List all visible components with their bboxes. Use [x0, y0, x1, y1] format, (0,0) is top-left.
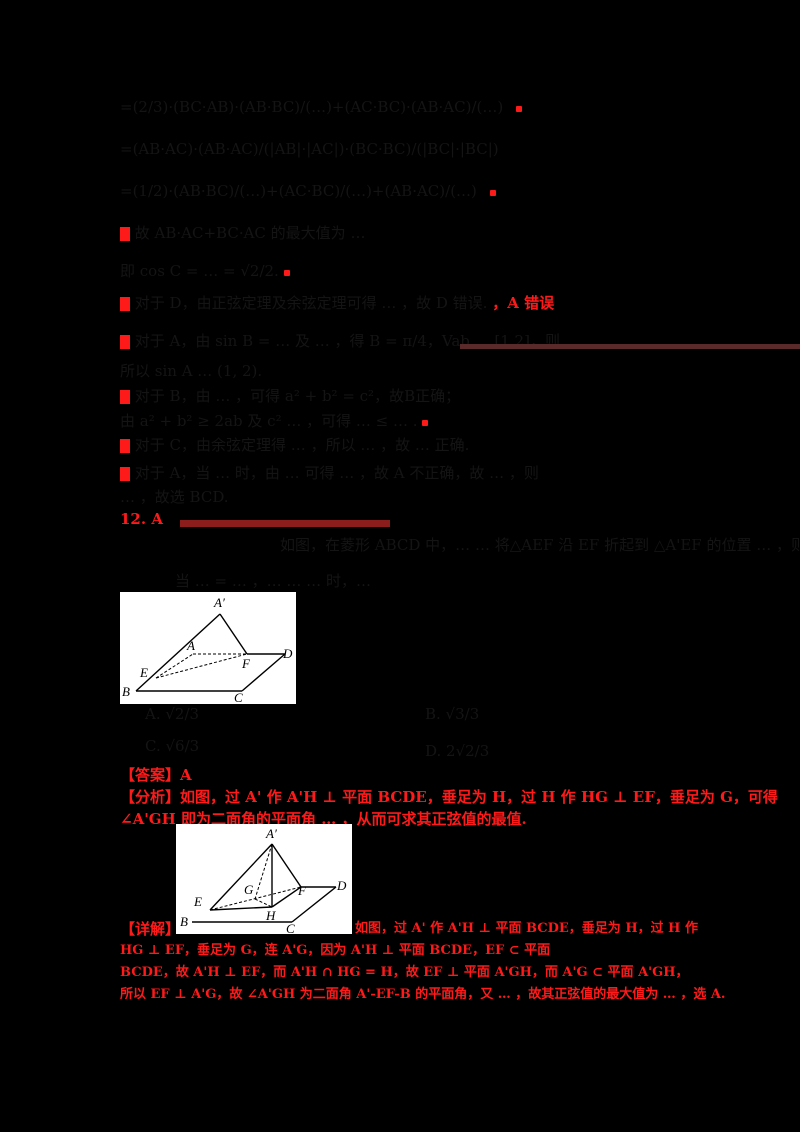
label-h: H	[265, 908, 276, 923]
label-g: G	[244, 882, 254, 897]
red-mark	[422, 420, 429, 426]
formula-text: =(AB·AC)·(AB·AC)/(|AB|·|AC|)·(BC·BC)/(|B…	[120, 140, 499, 158]
red-mark	[516, 106, 522, 112]
label-c: C	[286, 921, 295, 934]
formula-line-1: =(2/3)·(BC·AB)·(AB·BC)/(…)+(AC·BC)·(AB·A…	[120, 96, 522, 118]
text: 对于 B，由 … ，可得 a² + b² = c²，故B正确；	[134, 387, 461, 405]
label-f: F	[241, 656, 251, 671]
label-e: E	[139, 665, 148, 680]
analysis-line-1: 【分析】如图，过 A' 作 A'H ⊥ 平面 BCDE，垂足为 H，过 H 作 …	[120, 786, 778, 808]
text: 如图，过 A' 作 A'H ⊥ 平面 BCDE，垂足为 H，过 H 作	[355, 921, 698, 936]
label-d: D	[336, 878, 347, 893]
label-f: F	[297, 883, 307, 898]
highlight-bar	[460, 344, 800, 349]
text: C. √6/3	[145, 737, 200, 755]
text-line-4: 故 AB·AC+BC·AC 的最大值为 …	[120, 222, 365, 244]
question-line-2: 当 … = … ，… … … 时，…	[175, 570, 371, 592]
red-mark	[120, 467, 130, 481]
text: B. √3/3	[425, 705, 480, 723]
highlight-bar	[180, 520, 390, 527]
formula-line-3: =(1/2)·(AB·BC)/(…)+(AC·BC)/(…)+(AB·AC)/(…	[120, 180, 496, 202]
text: 即 cos C = … = √2/2.	[120, 262, 279, 280]
solution-label: 【详解】	[120, 918, 180, 940]
text: 对于 C，由余弦定理得 … ，所以 … ，故 … 正确.	[134, 436, 470, 454]
text: 如图，过 A' 作 A'H ⊥ 平面 BCDE，垂足为 H，过 H 作 HG ⊥…	[180, 788, 778, 806]
option-a: A. √2/3	[145, 703, 199, 725]
text-line-13: … ，故选 BCD.	[120, 486, 229, 508]
text: HG ⊥ EF，垂足为 G，连 A'G，因为 A'H ⊥ 平面 BCDE，EF …	[120, 943, 551, 958]
label-c: C	[234, 690, 243, 704]
text-line-8: 所以 sin A … (1, 2).	[120, 360, 262, 382]
solution-line-1: 如图，过 A' 作 A'H ⊥ 平面 BCDE，垂足为 H，过 H 作	[355, 918, 698, 940]
text-line-12: 对于 A，当 … 时，由 … 可得 … ，故 A 不正确，故 … ，则	[120, 462, 539, 484]
text: 所以 EF ⊥ A'G，故 ∠A'GH 为二面角 A'-EF-B 的平面角，又 …	[120, 987, 726, 1002]
text: D. 2√2/3	[425, 742, 490, 760]
text-line-11: 对于 C，由余弦定理得 … ，所以 … ，故 … 正确.	[120, 434, 469, 456]
text: 对于 A，当 … 时，由 … 可得 … ，故 A 不正确，故 … ，则	[134, 464, 539, 482]
red-mark	[120, 297, 130, 311]
text: BCDE，故 A'H ⊥ EF，而 A'H ∩ HG = H，故 EF ⊥ 平面…	[120, 965, 689, 980]
label-a: A	[186, 638, 195, 653]
text-line-9: 对于 B，由 … ，可得 a² + b² = c²，故B正确；	[120, 385, 460, 407]
text: 【分析】	[120, 788, 181, 806]
answer-label: 【答案】A	[120, 764, 192, 786]
text: 故 AB·AC+BC·AC 的最大值为 …	[134, 224, 366, 242]
label-d: D	[282, 646, 293, 661]
formula-line-2: =(AB·AC)·(AB·AC)/(|AB|·|AC|)·(BC·BC)/(|B…	[120, 138, 499, 160]
analysis-line-2: ∠A'GH 即为二面角的平面角 … ，从而可求其正弦值的最值.	[120, 808, 527, 830]
label-b: B	[122, 684, 130, 699]
solution-line-3: BCDE，故 A'H ⊥ EF，而 A'H ∩ HG = H，故 EF ⊥ 平面…	[120, 962, 689, 984]
text-line-10: 由 a² + b² ≥ 2ab 及 c² … ，可得 … ≤ … .	[120, 410, 429, 432]
text-line-6: 对于 D，由正弦定理及余弦定理可得 … ，故 D 错误. ，A 错误	[120, 292, 554, 314]
label-b: B	[180, 914, 188, 929]
red-mark	[120, 335, 130, 349]
text-line-5: 即 cos C = … = √2/2.	[120, 260, 290, 282]
text: … ，故选 BCD.	[120, 488, 229, 506]
label-a-prime: A′	[213, 595, 225, 610]
text: ∠A'GH 即为二面角的平面角 … ，从而可求其正弦值的最值.	[120, 810, 527, 828]
question-line-1: 如图，在菱形 ABCD 中，… … 将△AEF 沿 EF 折起到 △A'EF 的…	[280, 534, 800, 556]
solution-line-2: HG ⊥ EF，垂足为 G，连 A'G，因为 A'H ⊥ 平面 BCDE，EF …	[120, 940, 550, 962]
question-number: 12. A	[120, 508, 163, 530]
text: 【详解】	[120, 920, 181, 938]
red-mark	[120, 227, 130, 241]
figure-folded-rhombus: A′ A E F D B C	[120, 592, 296, 704]
solution-line-4: 所以 EF ⊥ A'G，故 ∠A'GH 为二面角 A'-EF-B 的平面角，又 …	[120, 984, 725, 1006]
text: A. √2/3	[145, 705, 200, 723]
red-mark	[120, 390, 130, 404]
label-a-prime: A′	[265, 826, 277, 841]
text: 当 … = … ，… … … 时，…	[175, 572, 371, 590]
red-text: ，A 错误	[492, 294, 555, 312]
figure-dihedral-angle: A′ G E F D H B C	[176, 824, 352, 934]
text: 由 a² + b² ≥ 2ab 及 c² … ，可得 … ≤ … .	[120, 412, 418, 430]
text: 如图，在菱形 ABCD 中，… … 将△AEF 沿 EF 折起到 △A'EF 的…	[280, 536, 800, 554]
formula-text: =(2/3)·(BC·AB)·(AB·BC)/(…)+(AC·BC)·(AB·A…	[120, 98, 504, 116]
label-e: E	[193, 894, 202, 909]
formula-text: =(1/2)·(AB·BC)/(…)+(AC·BC)/(…)+(AB·AC)/(…	[120, 182, 477, 200]
text: 【答案】A	[120, 766, 192, 784]
red-mark	[489, 190, 496, 196]
red-mark	[120, 439, 130, 453]
red-mark	[283, 270, 290, 276]
option-c: C. √6/3	[145, 735, 199, 757]
text: 所以 sin A … (1, 2).	[120, 362, 263, 380]
option-b: B. √3/3	[425, 703, 479, 725]
text: 对于 D，由正弦定理及余弦定理可得 … ，故 D 错误.	[134, 294, 488, 312]
option-d: D. 2√2/3	[425, 740, 489, 762]
text: 12. A	[120, 510, 163, 528]
